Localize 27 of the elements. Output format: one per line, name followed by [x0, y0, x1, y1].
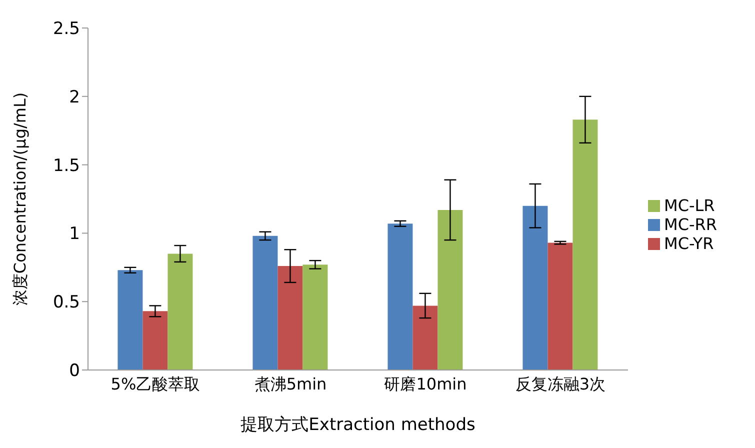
bar — [168, 254, 193, 370]
x-axis-title: 提取方式Extraction methods — [240, 415, 476, 435]
bar — [522, 206, 548, 370]
y-tick-label: 0.5 — [52, 292, 80, 313]
y-tick-label: 1 — [69, 224, 80, 244]
bar — [388, 224, 413, 370]
x-tick-label: 煮沸5min — [254, 374, 327, 394]
bar — [438, 210, 463, 370]
bar — [412, 306, 438, 370]
bar — [252, 236, 278, 370]
legend-label: MC-LR — [664, 196, 715, 214]
y-tick-label: 2 — [69, 87, 80, 108]
bar — [548, 242, 573, 370]
y-tick-label: 1.5 — [52, 156, 80, 176]
bar — [118, 270, 143, 370]
x-tick-label: 反复冻融3次 — [515, 374, 606, 394]
x-tick-label: 研磨10min — [384, 374, 467, 394]
x-tick-label: 5%乙酸萃取 — [110, 374, 200, 394]
bar — [572, 120, 598, 370]
legend-label: MC-RR — [664, 214, 717, 234]
bar — [302, 264, 328, 370]
bar — [142, 311, 168, 370]
y-tick-label: 2.5 — [52, 19, 80, 40]
y-tick-label: 0 — [69, 361, 80, 382]
legend-label: MC-YR — [664, 234, 714, 252]
y-axis-title: 浓度Concentration/(μg/mL) — [10, 92, 30, 306]
bar — [278, 266, 303, 370]
